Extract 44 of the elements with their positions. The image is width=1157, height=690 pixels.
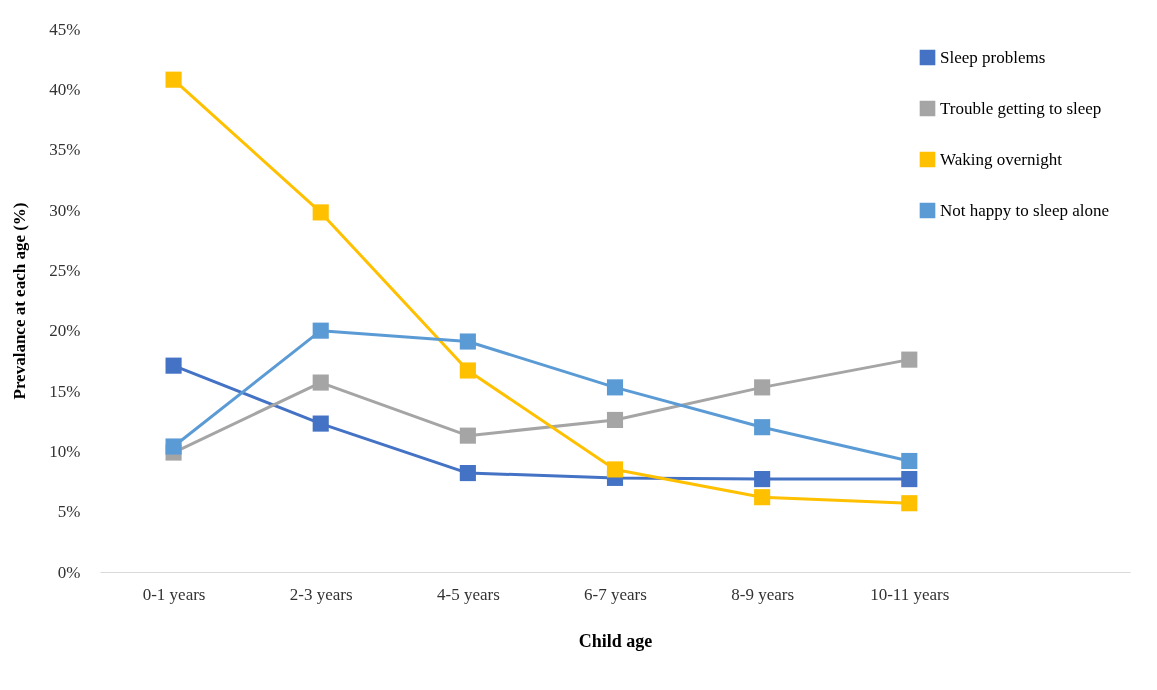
x-tick-label: 4-5 years xyxy=(436,584,500,604)
point xyxy=(754,379,771,396)
point xyxy=(459,464,476,482)
point xyxy=(165,357,182,374)
point xyxy=(165,438,182,455)
y-tick-label: 45% xyxy=(49,19,81,39)
point xyxy=(901,471,918,488)
x-tick-label: 8-9 years xyxy=(731,584,795,604)
point xyxy=(312,415,329,432)
legend-label: Sleep problems xyxy=(940,47,1046,67)
y-tick-label: 15% xyxy=(49,381,81,401)
y-tick-label: 0% xyxy=(57,562,81,582)
point xyxy=(754,419,771,436)
point xyxy=(606,411,624,429)
y-tick-label: 5% xyxy=(57,502,81,522)
point xyxy=(312,204,329,221)
x-tick-label: 2-3 years xyxy=(289,584,353,604)
x-tick-label: 0-1 years xyxy=(142,584,206,604)
point xyxy=(459,333,476,350)
point xyxy=(459,362,476,379)
y-tick-label: 30% xyxy=(49,200,81,220)
x-tick-label: 6-7 years xyxy=(584,584,647,604)
legend-label: Trouble getting to sleep xyxy=(940,98,1102,118)
point xyxy=(459,427,476,444)
point xyxy=(606,461,624,478)
legend-label: Not happy to sleep alone xyxy=(940,200,1110,220)
x-axis-title: Child age xyxy=(578,630,653,651)
point xyxy=(901,452,918,470)
x-tick-label: 10-11 years xyxy=(870,584,950,604)
y-tick-label: 20% xyxy=(49,321,81,341)
y-tick-label: 35% xyxy=(49,140,81,160)
y-tick-label: 25% xyxy=(49,260,81,280)
legend-label: Waking overnight xyxy=(940,149,1063,169)
point xyxy=(312,374,329,391)
point xyxy=(606,379,624,396)
point xyxy=(165,71,182,88)
point xyxy=(754,471,771,488)
y-tick-label: 40% xyxy=(49,79,81,99)
point xyxy=(312,322,329,339)
point xyxy=(754,489,771,506)
y-tick-label: 10% xyxy=(49,441,81,461)
point xyxy=(901,351,918,368)
point xyxy=(901,495,918,512)
y-axis-title: Prevalance at each age (%) xyxy=(10,202,30,400)
